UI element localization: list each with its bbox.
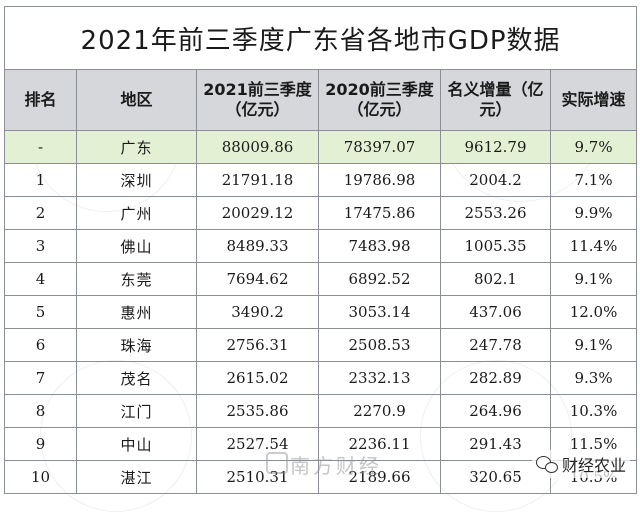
wechat-icon: [535, 455, 558, 473]
cell-rank: 5: [4, 295, 77, 329]
watermark-account-name: 财经农业: [561, 456, 626, 475]
cell-gdp-2021: 88009.86: [196, 130, 319, 164]
cell-real-growth: 7.1%: [549, 163, 638, 197]
cell-nominal-increase: 802.1: [440, 262, 551, 296]
cell-nominal-increase: 1005.35: [440, 229, 551, 263]
cell-nominal-increase: 264.96: [440, 394, 551, 428]
cell-gdp-2020: 6892.52: [318, 262, 441, 296]
cell-region: 惠州: [76, 295, 197, 329]
cell-gdp-2020: 17475.86: [318, 196, 441, 230]
cell-rank: 8: [4, 394, 77, 428]
cell-real-growth: 10.3%: [549, 394, 638, 428]
cell-gdp-2021: 2756.31: [196, 328, 319, 362]
cell-gdp-2020: 7483.98: [318, 229, 441, 263]
table-row: 3 佛山 8489.33 7483.98 1005.35 11.4%: [4, 229, 638, 263]
watermark-logo-icon: [266, 452, 288, 474]
cell-gdp-2021: 21791.18: [196, 163, 319, 197]
table-row: 2 广州 20029.12 17475.86 2553.26 9.9%: [4, 196, 638, 230]
cell-rank: 6: [4, 328, 77, 362]
cell-nominal-increase: 437.06: [440, 295, 551, 329]
cell-gdp-2021: 3490.2: [196, 295, 319, 329]
cell-rank: 7: [4, 361, 77, 395]
cell-real-growth: 9.1%: [549, 328, 638, 362]
cell-region: 佛山: [76, 229, 197, 263]
cell-real-growth: 9.1%: [549, 262, 638, 296]
cell-nominal-increase: 2553.26: [440, 196, 551, 230]
gdp-table-container: 2021年前三季度广东省各地市GDP数据 排名 地区 2021前三季度（亿元） …: [3, 6, 638, 494]
header-gdp-2020: 2020前三季度（亿元）: [318, 69, 441, 131]
cell-gdp-2020: 2236.11: [318, 427, 441, 461]
header-real-growth: 实际增速: [549, 69, 638, 131]
cell-region: 茂名: [76, 361, 197, 395]
cell-gdp-2021: 2615.02: [196, 361, 319, 395]
title-row: 2021年前三季度广东省各地市GDP数据: [3, 6, 638, 70]
cell-real-growth: 9.7%: [549, 130, 638, 164]
gdp-table: 2021年前三季度广东省各地市GDP数据 排名 地区 2021前三季度（亿元） …: [3, 6, 638, 494]
watermark-account: 财经农业: [531, 450, 630, 478]
cell-region: 湛江: [76, 460, 197, 494]
cell-rank: 1: [4, 163, 77, 197]
table-row: 4 东莞 7694.62 6892.52 802.1 9.1%: [4, 262, 638, 296]
cell-nominal-increase: 247.78: [440, 328, 551, 362]
cell-region: 珠海: [76, 328, 197, 362]
table-row: 9 中山 2527.54 2236.11 291.43 11.5%: [4, 427, 638, 461]
cell-region: 江门: [76, 394, 197, 428]
cell-nominal-increase: 282.89: [440, 361, 551, 395]
cell-gdp-2021: 2527.54: [196, 427, 319, 461]
cell-rank: 2: [4, 196, 77, 230]
cell-region: 中山: [76, 427, 197, 461]
cell-region: 深圳: [76, 163, 197, 197]
cell-gdp-2020: 2270.9: [318, 394, 441, 428]
cell-region: 东莞: [76, 262, 197, 296]
cell-gdp-2021: 7694.62: [196, 262, 319, 296]
cell-gdp-2020: 2508.53: [318, 328, 441, 362]
cell-gdp-2020: 2332.13: [318, 361, 441, 395]
table-row: - 广东 88009.86 78397.07 9612.79 9.7%: [4, 130, 638, 164]
cell-gdp-2020: 3053.14: [318, 295, 441, 329]
cell-real-growth: 9.3%: [549, 361, 638, 395]
table-row: 8 江门 2535.86 2270.9 264.96 10.3%: [4, 394, 638, 428]
cell-gdp-2020: 2189.66: [318, 460, 441, 494]
cell-nominal-increase: 2004.2: [440, 163, 551, 197]
cell-region: 广东: [76, 130, 197, 164]
table-row: 7 茂名 2615.02 2332.13 282.89 9.3%: [4, 361, 638, 395]
header-rank: 排名: [4, 69, 77, 131]
cell-gdp-2021: 8489.33: [196, 229, 319, 263]
cell-gdp-2021: 2535.86: [196, 394, 319, 428]
cell-real-growth: 12.0%: [549, 295, 638, 329]
header-region: 地区: [76, 69, 197, 131]
table-row: 5 惠州 3490.2 3053.14 437.06 12.0%: [4, 295, 638, 329]
cell-rank: 4: [4, 262, 77, 296]
cell-real-growth: 11.4%: [549, 229, 638, 263]
cell-gdp-2020: 78397.07: [318, 130, 441, 164]
table-row: 1 深圳 21791.18 19786.98 2004.2 7.1%: [4, 163, 638, 197]
header-nominal-increase: 名义增量（亿元）: [440, 69, 551, 131]
cell-gdp-2021: 20029.12: [196, 196, 319, 230]
cell-rank: 9: [4, 427, 77, 461]
cell-real-growth: 9.9%: [549, 196, 638, 230]
cell-nominal-increase: 9612.79: [440, 130, 551, 164]
header-gdp-2021: 2021前三季度（亿元）: [196, 69, 319, 131]
table-title: 2021年前三季度广东省各地市GDP数据: [3, 6, 638, 70]
cell-gdp-2020: 19786.98: [318, 163, 441, 197]
cell-rank: 10: [4, 460, 77, 494]
header-row: 排名 地区 2021前三季度（亿元） 2020前三季度（亿元） 名义增量（亿元）…: [4, 69, 638, 131]
table-row: 6 珠海 2756.31 2508.53 247.78 9.1%: [4, 328, 638, 362]
cell-rank: 3: [4, 229, 77, 263]
cell-rank: -: [4, 130, 77, 164]
cell-region: 广州: [76, 196, 197, 230]
